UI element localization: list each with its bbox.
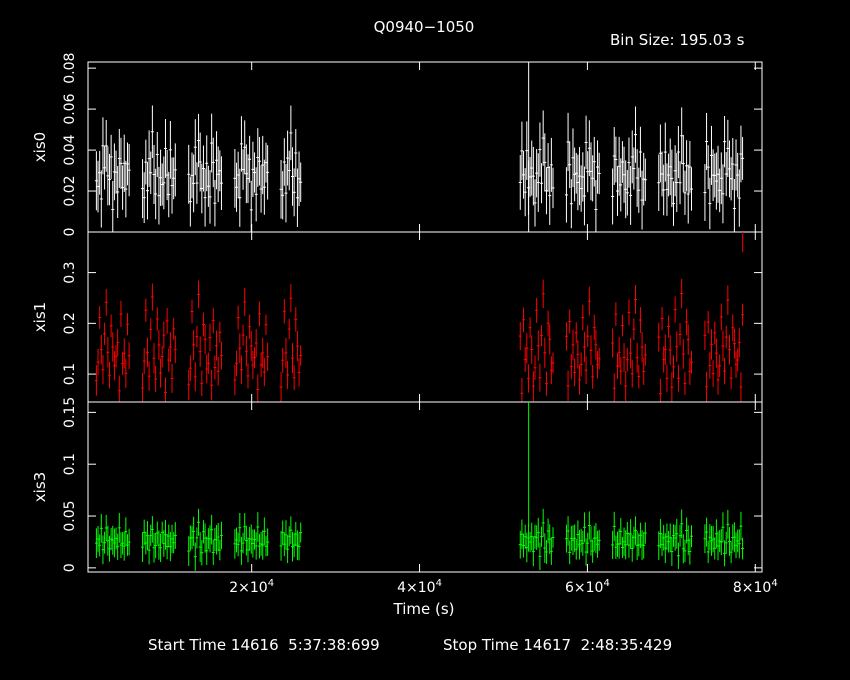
y-tick-label: 0 — [62, 228, 78, 237]
y-tick-label: 0.1 — [62, 453, 78, 475]
y-tick-label: 0.06 — [62, 93, 78, 124]
x-tick-exponent: 4 — [268, 578, 274, 589]
x-tick-exponent: 4 — [603, 578, 609, 589]
y-tick-label: 0.05 — [62, 500, 78, 531]
series-xis1 — [94, 232, 745, 402]
panel-xis3: 0 0.05 0.1 0.15 xis3 — [31, 397, 763, 573]
y-tick-label: 0.3 — [62, 261, 78, 283]
y-tick-label: 0.08 — [62, 53, 78, 84]
stop-time-value: 14617 2:48:35:429 — [523, 636, 673, 654]
y-tick-label: 0.15 — [62, 397, 78, 428]
x-tick-label: 2×104 — [229, 578, 274, 596]
y-tick-label: 0.04 — [62, 134, 78, 165]
stop-time: Stop Time 14617 2:48:35:429 — [443, 636, 672, 654]
panel-xis0: 0 0.02 0.04 0.06 0.08 xis0 — [31, 53, 763, 237]
x-tick-label: 6×104 — [565, 578, 610, 596]
series-xis3 — [94, 402, 745, 571]
panels: 00.020.040.060.08xis00.10.20.3xis100.050… — [31, 53, 763, 573]
x-tick-label: 4×104 — [397, 578, 442, 596]
panel-label: xis3 — [31, 472, 49, 502]
x-axis: 2×104 4×104 6×104 8×104 — [229, 578, 777, 596]
x-axis-label: Time (s) — [393, 600, 455, 618]
panel-xis1: 0.1 0.2 0.3 xis1 — [31, 231, 763, 403]
panel-label: xis1 — [31, 302, 49, 332]
stop-time-label: Stop Time — [443, 636, 519, 654]
y-tick-label: 0.2 — [62, 312, 78, 334]
chart-title: Q0940−1050 — [374, 18, 475, 36]
y-tick-label: 0.1 — [62, 363, 78, 385]
start-time-value: 14616 5:37:38:699 — [230, 636, 380, 654]
series-xis0 — [94, 62, 745, 232]
bin-size-label: Bin Size: 195.03 s — [610, 31, 745, 49]
start-time: Start Time 14616 5:37:38:699 — [148, 636, 380, 654]
x-tick-label: 8×104 — [733, 578, 778, 596]
x-tick-exponent: 4 — [436, 578, 442, 589]
y-tick-label: 0.02 — [62, 175, 78, 206]
x-tick-exponent: 4 — [771, 578, 777, 589]
panel-frame — [87, 401, 763, 573]
y-tick-label: 0 — [62, 563, 78, 572]
panel-label: xis0 — [31, 132, 49, 162]
start-time-label: Start Time — [148, 636, 227, 654]
